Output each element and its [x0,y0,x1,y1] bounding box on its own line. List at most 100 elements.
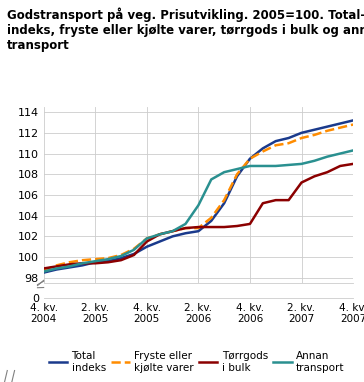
Fryste eller
kjølte varer [248,157,252,161]
Tørrgods
i bulk [145,239,149,244]
Annan
transport [338,151,343,156]
Fryste eller
kjølte varer [261,149,265,154]
Text: Godstransport på veg. Prisutvikling. 2005=100. Total-
indeks, fryste eller kjølt: Godstransport på veg. Prisutvikling. 200… [7,8,364,52]
Fryste eller
kjølte varer [67,260,72,265]
Total
indeks [248,157,252,161]
Line: Tørrgods
i bulk: Tørrgods i bulk [44,164,353,269]
Annan
transport [325,154,329,159]
Tørrgods
i bulk [158,232,162,236]
Total
indeks [274,139,278,143]
Tørrgods
i bulk [312,174,317,179]
Total
indeks [196,229,201,233]
Tørrgods
i bulk [119,258,123,262]
Fryste eller
kjølte varer [325,128,329,133]
Tørrgods
i bulk [261,201,265,206]
Tørrgods
i bulk [132,253,136,257]
Annan
transport [274,163,278,168]
Annan
transport [132,248,136,252]
Total
indeks [41,270,46,275]
Tørrgods
i bulk [93,261,98,265]
Annan
transport [158,232,162,236]
Annan
transport [80,261,84,265]
Annan
transport [248,163,252,168]
Fryste eller
kjølte varer [158,232,162,236]
Total
indeks [338,121,343,126]
Annan
transport [41,269,46,274]
Fryste eller
kjølte varer [235,172,239,176]
Tørrgods
i bulk [235,224,239,228]
Fryste eller
kjølte varer [351,122,355,127]
Fryste eller
kjølte varer [93,257,98,261]
Fryste eller
kjølte varer [132,246,136,251]
Total
indeks [93,260,98,265]
Annan
transport [54,266,59,271]
Tørrgods
i bulk [106,260,110,265]
Total
indeks [299,131,304,135]
Fryste eller
kjølte varer [312,133,317,137]
Annan
transport [222,170,226,175]
Annan
transport [196,203,201,207]
Annan
transport [170,229,175,233]
Total
indeks [119,256,123,261]
Annan
transport [106,257,110,261]
Annan
transport [235,167,239,172]
Fryste eller
kjølte varer [80,258,84,262]
Annan
transport [67,264,72,269]
Tørrgods
i bulk [209,225,213,229]
Fryste eller
kjølte varer [286,141,291,146]
Tørrgods
i bulk [286,198,291,202]
Fryste eller
kjølte varer [106,256,110,261]
Fryste eller
kjølte varer [222,198,226,202]
Total
indeks [235,174,239,179]
Tørrgods
i bulk [338,163,343,168]
Total
indeks [209,219,213,223]
Fryste eller
kjølte varer [274,143,278,147]
Line: Total
indeks: Total indeks [44,120,353,273]
Legend: Total
indeks, Fryste eller
kjølte varer, Tørrgods
i bulk, Annan
transport: Total indeks, Fryste eller kjølte varer,… [44,347,349,377]
Tørrgods
i bulk [299,180,304,185]
Annan
transport [299,162,304,166]
Total
indeks [286,136,291,140]
Tørrgods
i bulk [248,222,252,226]
Tørrgods
i bulk [67,262,72,267]
Tørrgods
i bulk [351,162,355,166]
Total
indeks [325,124,329,129]
Total
indeks [145,244,149,249]
Fryste eller
kjølte varer [299,136,304,140]
Total
indeks [261,146,265,151]
Fryste eller
kjølte varer [41,268,46,273]
Fryste eller
kjølte varer [145,236,149,241]
Line: Annan
transport: Annan transport [44,151,353,272]
Tørrgods
i bulk [170,229,175,233]
Tørrgods
i bulk [222,225,226,229]
Tørrgods
i bulk [196,225,201,229]
Fryste eller
kjølte varer [183,226,188,230]
Fryste eller
kjølte varer [338,125,343,130]
Annan
transport [183,222,188,226]
Total
indeks [170,234,175,239]
Annan
transport [93,259,98,264]
Total
indeks [351,118,355,123]
Fryste eller
kjølte varer [196,226,201,230]
Total
indeks [67,265,72,270]
Total
indeks [312,128,317,132]
Tørrgods
i bulk [54,264,59,269]
Line: Fryste eller
kjølte varer: Fryste eller kjølte varer [44,125,353,270]
Annan
transport [145,236,149,241]
Fryste eller
kjølte varer [119,253,123,257]
Annan
transport [286,163,291,167]
Annan
transport [351,148,355,153]
Fryste eller
kjølte varer [209,215,213,220]
Total
indeks [158,239,162,244]
Total
indeks [183,231,188,236]
Total
indeks [132,252,136,256]
Total
indeks [222,201,226,206]
Total
indeks [80,263,84,268]
Annan
transport [209,177,213,182]
Tørrgods
i bulk [183,226,188,230]
Tørrgods
i bulk [80,261,84,265]
Fryste eller
kjølte varer [54,263,59,268]
Total
indeks [106,259,110,264]
Total
indeks [54,267,59,272]
Annan
transport [261,163,265,168]
